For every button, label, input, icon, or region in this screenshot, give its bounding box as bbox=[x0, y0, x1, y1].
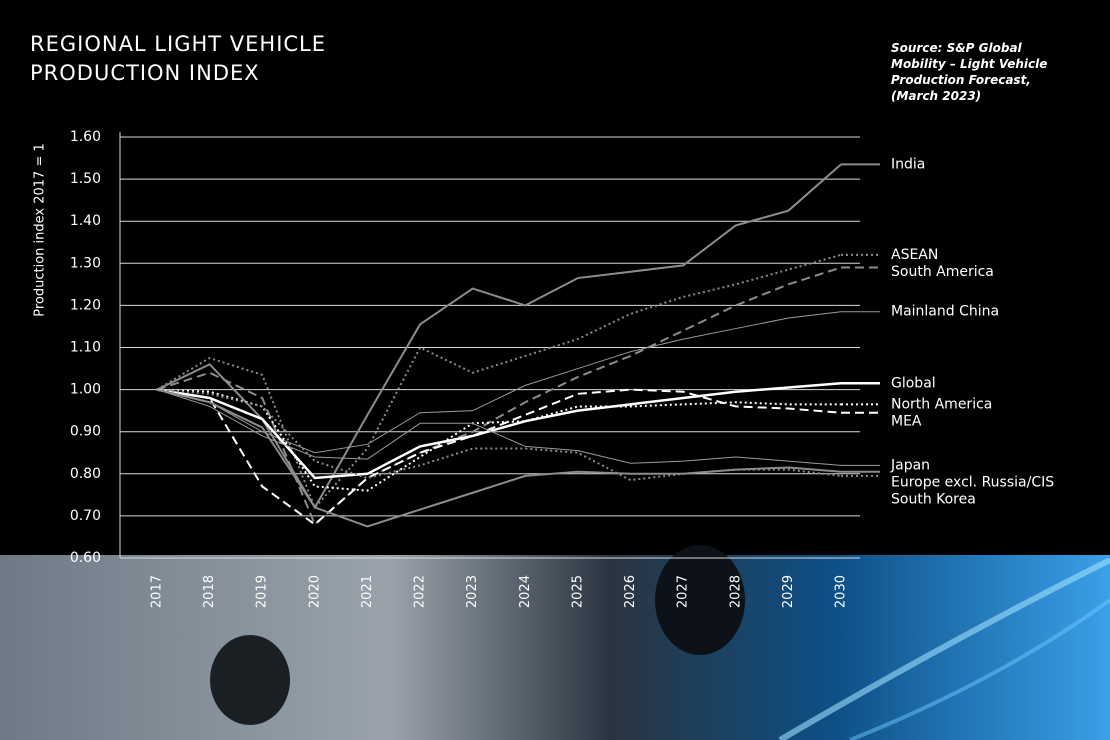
series-line bbox=[156, 311, 842, 454]
legend-label: India bbox=[891, 156, 925, 172]
photo-streak bbox=[778, 557, 1110, 740]
legend-label: South America bbox=[891, 264, 994, 280]
legend-label: Global bbox=[891, 375, 936, 391]
plot: 0.60 0.70 0.80 0.90 1.00 1.10 1.20 1.30 1.40 1.50… bbox=[70, 129, 1054, 608]
legend-label: South Korea bbox=[891, 491, 976, 507]
y-tick-label: 1.00 bbox=[70, 382, 101, 398]
source-note: Source: S&P Global Mobility – Light Vehi… bbox=[891, 41, 1048, 103]
x-tick-label: 2026 bbox=[623, 575, 638, 608]
series-line bbox=[156, 253, 842, 510]
series-line bbox=[156, 163, 842, 510]
y-tick-label: 1.60 bbox=[70, 129, 101, 145]
legend-label: Mainland China bbox=[891, 304, 999, 320]
series-line bbox=[156, 382, 842, 480]
legend-label: MEA bbox=[891, 413, 922, 429]
series-line bbox=[156, 266, 842, 526]
y-tick-label: 0.60 bbox=[70, 550, 101, 566]
series-line bbox=[156, 388, 842, 528]
x-tick-label: 2027 bbox=[676, 575, 691, 608]
legend-label: ASEAN bbox=[891, 247, 938, 263]
y-tick-label: 1.40 bbox=[70, 213, 101, 229]
x-tick-label: 2023 bbox=[465, 575, 480, 608]
x-tick-label: 2029 bbox=[781, 575, 796, 608]
x-tick-label: 2017 bbox=[150, 575, 165, 608]
x-tick-label: 2019 bbox=[255, 575, 270, 608]
photo-shape bbox=[210, 635, 290, 725]
x-tick-label: 2025 bbox=[570, 575, 585, 608]
x-tick-label: 2030 bbox=[834, 575, 849, 608]
legend-label: Europe excl. Russia/CIS bbox=[891, 474, 1054, 490]
y-tick-label: 1.30 bbox=[70, 255, 101, 271]
series-line bbox=[156, 388, 841, 492]
photo-streak bbox=[849, 598, 1110, 740]
chart-title: REGIONAL LIGHT VEHICLE PRODUCTION INDEX bbox=[30, 32, 327, 85]
y-tick-label: 0.70 bbox=[70, 508, 101, 524]
y-axis-label: Production index 2017 = 1 bbox=[33, 143, 48, 317]
legend-label: Japan bbox=[890, 457, 930, 473]
y-tick-label: 1.10 bbox=[70, 340, 101, 356]
x-tick-label: 2022 bbox=[413, 575, 428, 608]
x-tick-label: 2018 bbox=[202, 575, 217, 608]
y-tick-label: 0.80 bbox=[70, 466, 101, 482]
x-tick-label: 2024 bbox=[518, 575, 533, 608]
legend-label: North America bbox=[891, 396, 992, 412]
y-tick-label: 1.20 bbox=[70, 297, 101, 313]
x-tick-label: 2028 bbox=[728, 575, 743, 608]
photo-shape bbox=[655, 545, 745, 655]
y-tick-label: 0.90 bbox=[70, 424, 101, 440]
y-tick-label: 1.50 bbox=[70, 171, 101, 187]
x-tick-label: 2021 bbox=[360, 575, 375, 608]
x-tick-label: 2020 bbox=[307, 575, 322, 608]
